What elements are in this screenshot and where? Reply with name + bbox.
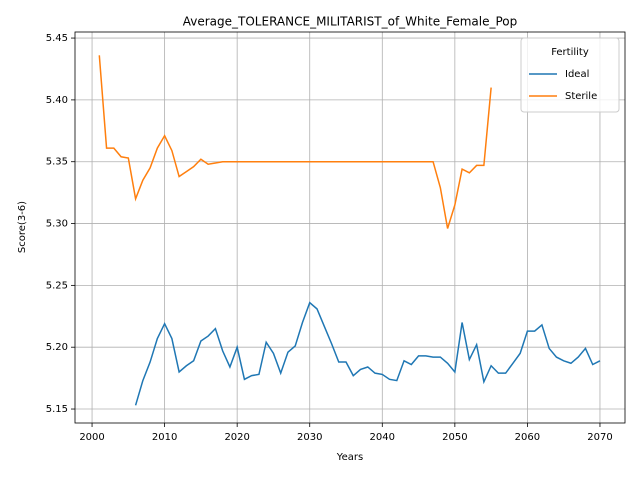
y-tick-label: 5.40 xyxy=(46,95,68,106)
x-tick-label: 2040 xyxy=(370,432,395,443)
line-series xyxy=(134,301,601,406)
x-tick-label: 2060 xyxy=(515,432,540,443)
plot-frame xyxy=(74,31,626,424)
y-tick-label: 5.45 xyxy=(46,33,68,44)
x-tick-label: 2030 xyxy=(297,432,322,443)
y-axis-label: Score(3-6) xyxy=(17,201,28,253)
x-tick-label: 2020 xyxy=(224,432,249,443)
line-series xyxy=(98,55,492,229)
x-axis-label: Years xyxy=(336,452,363,463)
y-tick-label: 5.35 xyxy=(46,157,68,168)
legend-title: Fertility xyxy=(551,47,589,58)
legend-label: Sterile xyxy=(565,91,597,102)
y-tick-label: 5.30 xyxy=(46,219,68,230)
x-tick-label: 2010 xyxy=(152,432,177,443)
chart-title: Average_TOLERANCE_MILITARIST_of_White_Fe… xyxy=(183,15,517,29)
y-tick-label: 5.15 xyxy=(46,404,68,415)
x-tick-label: 2000 xyxy=(79,432,104,443)
legend-box xyxy=(520,37,620,113)
x-tick-label: 2050 xyxy=(442,432,467,443)
y-tick-label: 5.20 xyxy=(46,342,68,353)
x-tick-label: 2070 xyxy=(587,432,612,443)
legend-label: Ideal xyxy=(565,69,589,80)
y-tick-label: 5.25 xyxy=(46,280,68,291)
